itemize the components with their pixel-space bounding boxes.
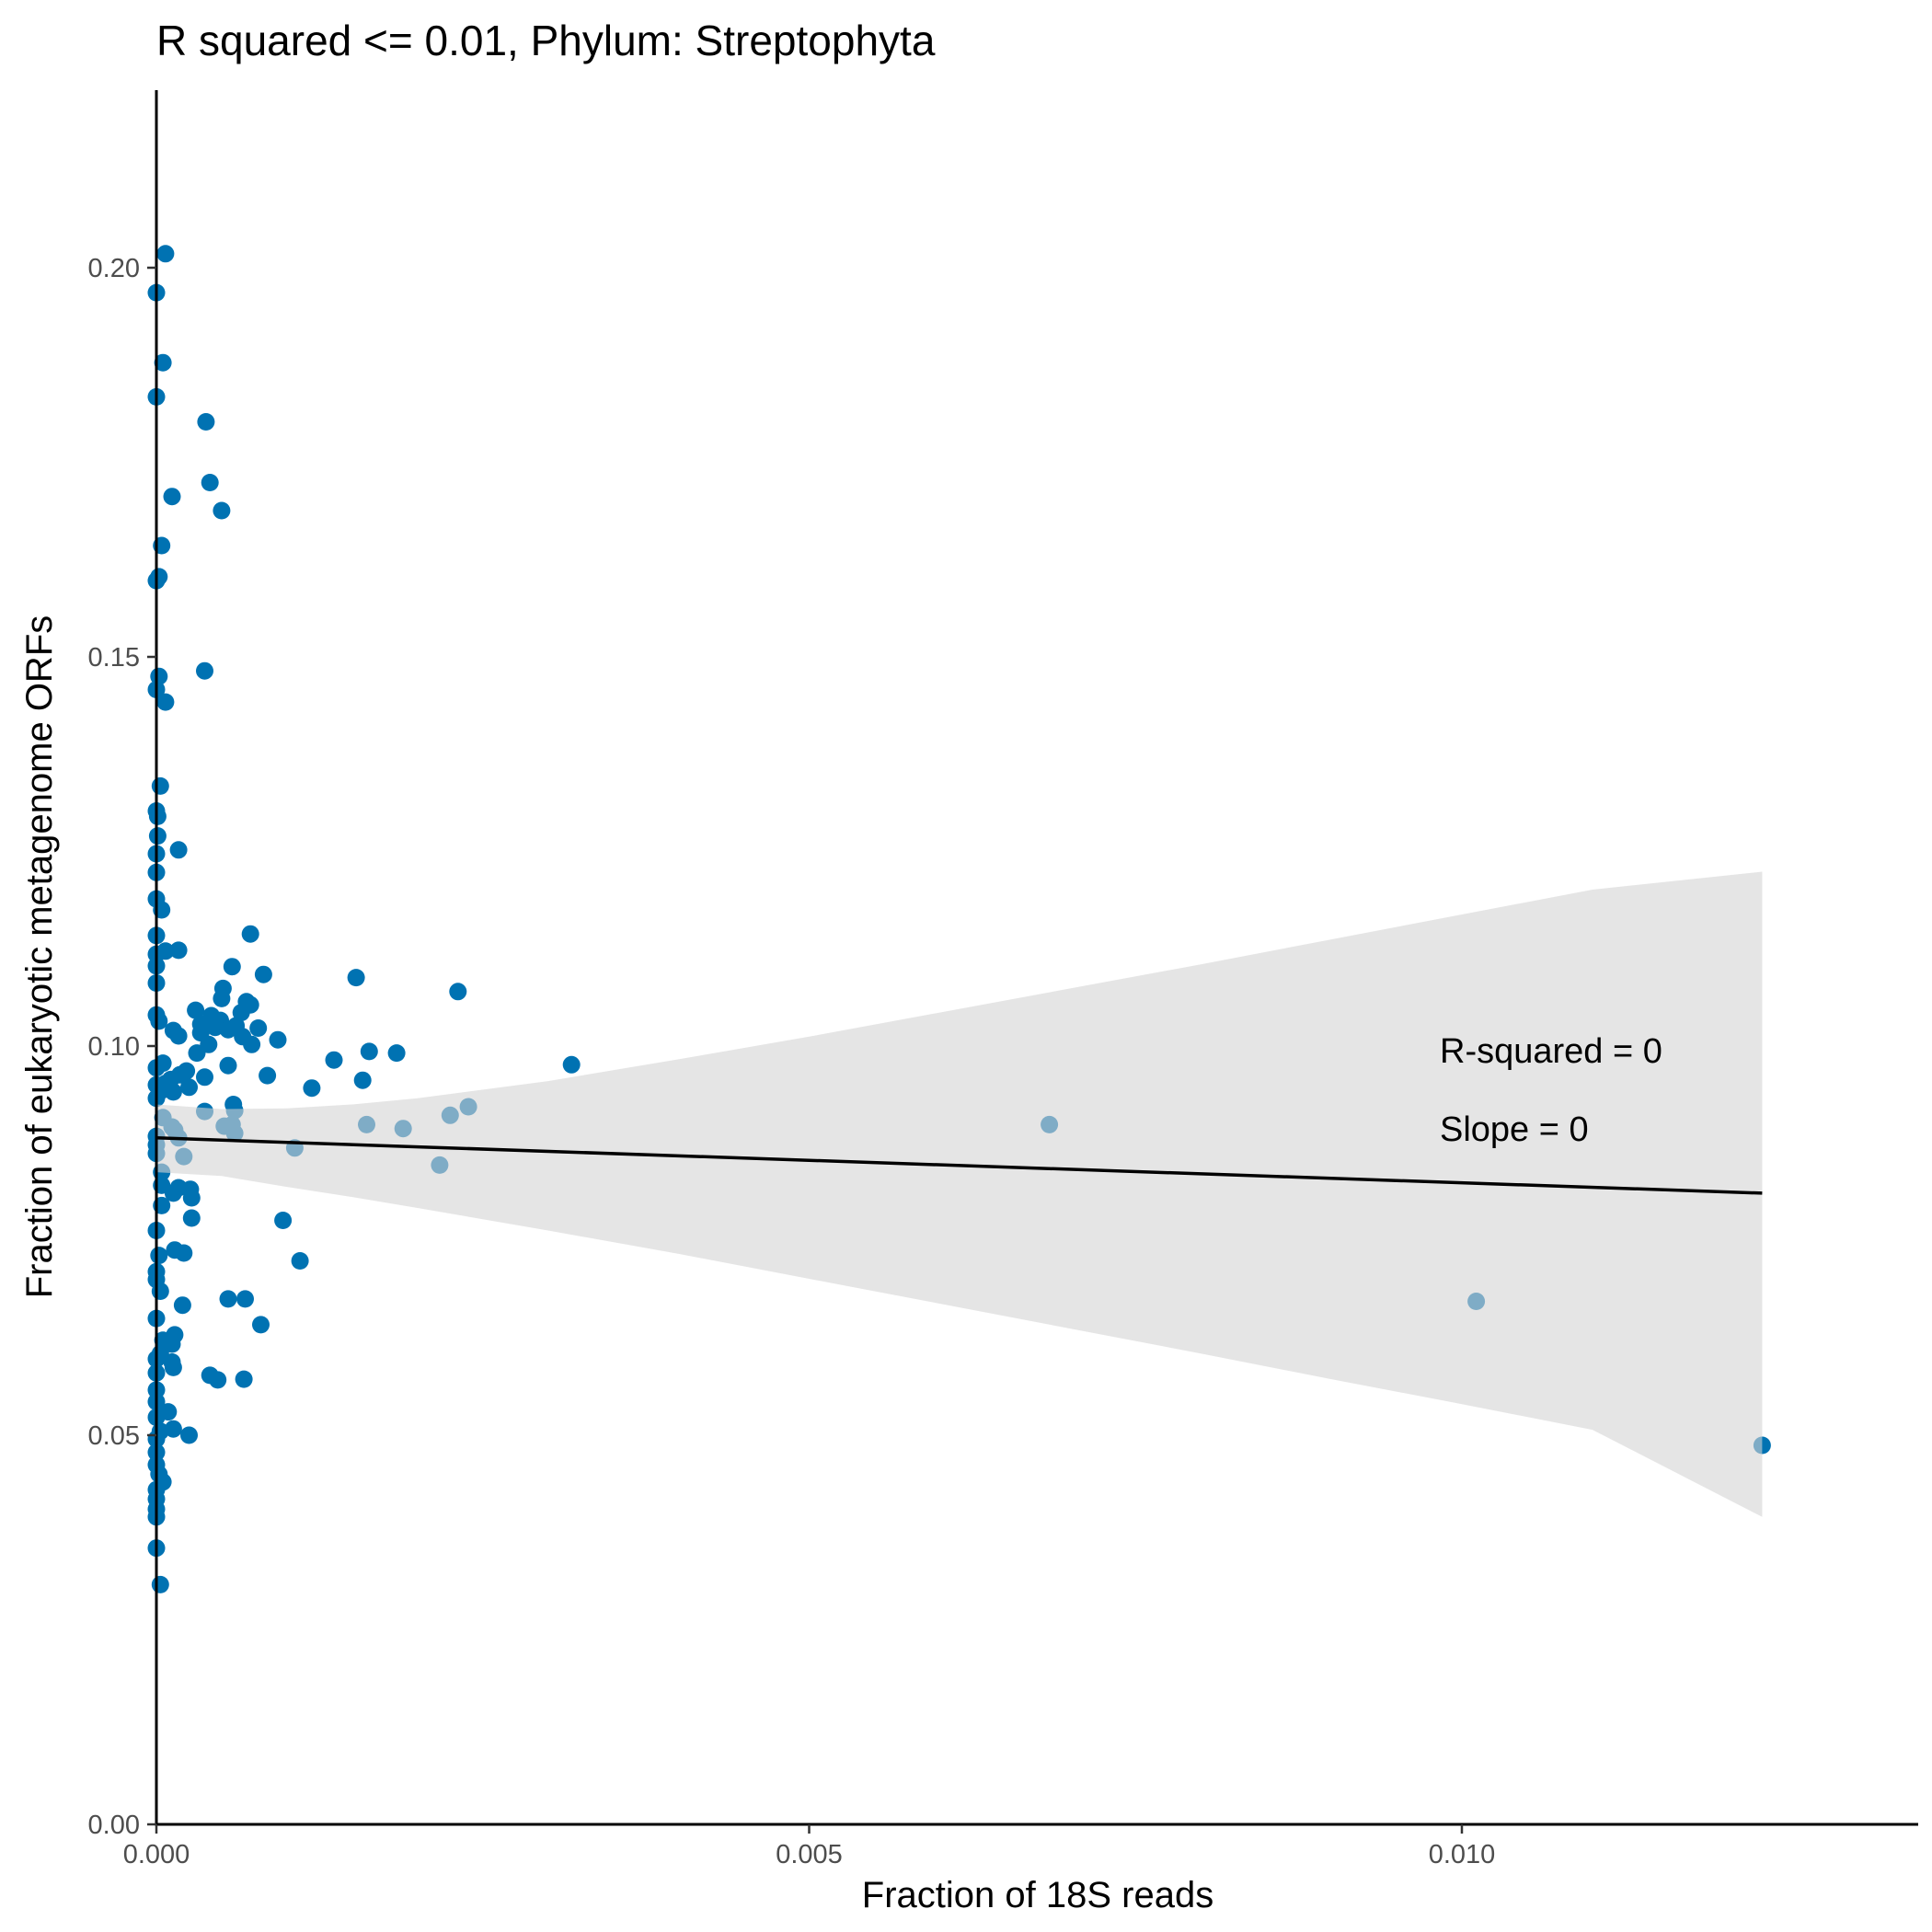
data-point xyxy=(219,1020,237,1039)
data-point xyxy=(154,353,172,372)
data-point xyxy=(353,1071,372,1089)
data-point xyxy=(188,1044,206,1063)
data-point xyxy=(164,1083,182,1101)
axis-ticks: 0.000 0.005 0.010 0.00 0.05 0.10 0.15 0.20 xyxy=(88,254,1496,1869)
data-point xyxy=(449,983,467,1001)
data-point xyxy=(164,1184,182,1202)
data-point xyxy=(173,1296,191,1315)
data-point xyxy=(303,1079,321,1098)
data-point xyxy=(156,693,175,711)
data-point xyxy=(201,474,219,491)
y-tick-label: 0.00 xyxy=(88,1811,140,1840)
data-point xyxy=(213,501,231,520)
data-point xyxy=(274,1212,293,1229)
data-point xyxy=(169,841,188,859)
data-point xyxy=(187,1001,205,1019)
data-point xyxy=(196,1068,213,1087)
data-point xyxy=(169,1027,188,1045)
data-point xyxy=(347,969,365,987)
y-tick-label: 0.15 xyxy=(88,643,140,673)
data-point xyxy=(150,1012,168,1030)
data-point xyxy=(562,1055,581,1074)
y-tick-label: 0.10 xyxy=(88,1032,140,1062)
data-point xyxy=(360,1042,378,1061)
data-point xyxy=(163,1335,181,1353)
data-point xyxy=(236,1290,254,1308)
data-point xyxy=(182,1209,201,1227)
x-tick-label: 0.005 xyxy=(776,1840,843,1869)
data-point xyxy=(151,776,169,795)
y-tick-label: 0.20 xyxy=(88,254,140,283)
data-point xyxy=(180,1426,198,1444)
data-point xyxy=(249,1019,268,1037)
y-tick-label: 0.05 xyxy=(88,1421,140,1451)
data-point xyxy=(213,989,231,1007)
r-squared-annotation: R-squared = 0 xyxy=(1440,1032,1662,1071)
data-point xyxy=(156,245,175,263)
data-point xyxy=(387,1044,406,1063)
data-point xyxy=(252,1316,270,1334)
y-axis-label: Fraction of eukaryotic metagenome ORFs xyxy=(19,615,60,1299)
data-point xyxy=(243,1035,261,1053)
data-point xyxy=(325,1051,343,1069)
data-point xyxy=(180,1078,198,1097)
data-point xyxy=(164,1420,182,1438)
slope-annotation: Slope = 0 xyxy=(1440,1110,1589,1149)
data-point xyxy=(206,1018,224,1037)
data-point xyxy=(163,488,181,506)
x-tick-label: 0.010 xyxy=(1429,1840,1496,1869)
data-point xyxy=(182,1189,201,1207)
data-point xyxy=(241,995,259,1014)
data-point xyxy=(209,1371,227,1389)
data-point xyxy=(235,1370,253,1388)
data-point xyxy=(241,925,259,943)
plot-area xyxy=(147,245,1771,1593)
data-point xyxy=(259,1066,277,1085)
data-point xyxy=(150,1247,168,1265)
x-axis-label: Fraction of 18S reads xyxy=(862,1875,1213,1915)
data-point xyxy=(156,942,175,960)
data-point xyxy=(164,1358,182,1376)
data-point xyxy=(151,1575,169,1593)
data-point xyxy=(175,1244,193,1262)
data-point xyxy=(169,941,188,960)
data-point xyxy=(219,1056,237,1075)
regression-line xyxy=(155,1136,1763,1195)
data-point xyxy=(219,1290,237,1308)
data-point xyxy=(150,667,168,685)
data-point xyxy=(197,413,215,431)
data-point xyxy=(223,958,241,976)
data-point xyxy=(151,1282,169,1300)
data-point xyxy=(254,965,272,983)
data-point xyxy=(196,661,213,680)
confidence-band xyxy=(156,871,1763,1517)
data-point xyxy=(269,1030,287,1049)
data-point xyxy=(291,1252,309,1270)
x-tick-label: 0.000 xyxy=(123,1840,190,1869)
chart-title: R squared <= 0.01, Phylum: Streptophyta xyxy=(156,17,936,64)
